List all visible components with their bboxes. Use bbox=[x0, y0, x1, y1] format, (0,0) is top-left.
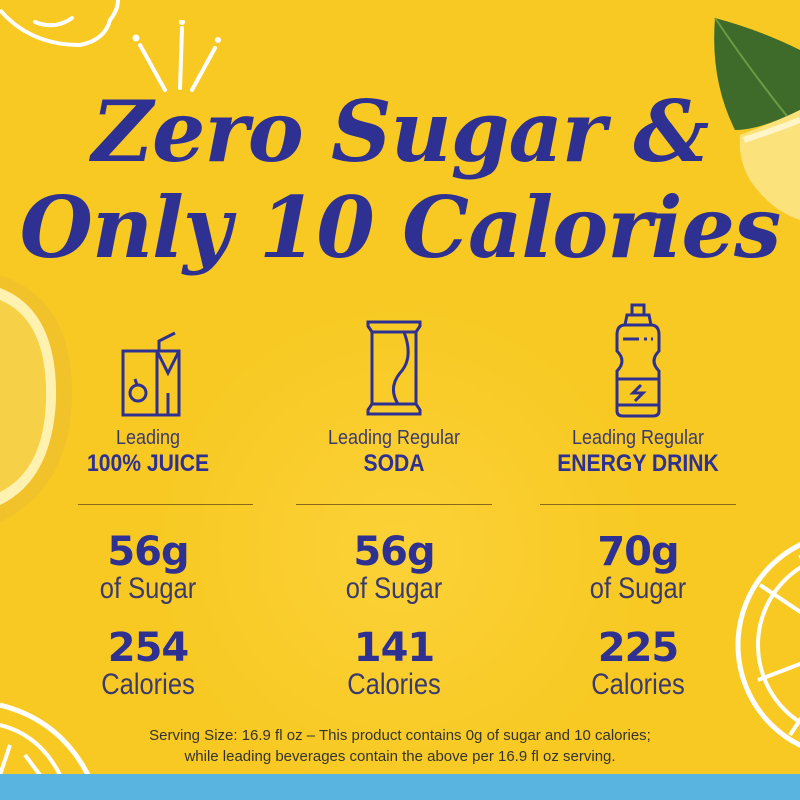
calorie-stat-soda: 141 Calories bbox=[274, 628, 514, 702]
calories-label: Calories bbox=[591, 668, 685, 701]
footnote-line-2: while leading beverages contain the abov… bbox=[184, 748, 616, 765]
sugar-value: 56g bbox=[353, 529, 435, 575]
comparison-lead: Leading bbox=[115, 427, 181, 449]
comparison-lead: Leading Regular bbox=[571, 427, 705, 449]
comparison-category: ENERGY DRINK bbox=[557, 450, 719, 477]
lemon-leaf-icon bbox=[714, 17, 800, 220]
background-glow bbox=[150, 300, 650, 800]
lemon-slice-outline-icon bbox=[735, 542, 800, 748]
footnote-line-1: Serving Size: 16.9 fl oz – This product … bbox=[149, 727, 651, 744]
sugar-stat-juice: 56g of Sugar bbox=[28, 532, 268, 606]
sugar-stat-energy-drink: 70g of Sugar bbox=[518, 532, 758, 606]
calories-value: 141 bbox=[353, 625, 436, 671]
serving-footnote: Serving Size: 16.9 fl oz – This product … bbox=[0, 725, 800, 767]
headline-line-1: Zero Sugar & bbox=[91, 82, 710, 181]
divider bbox=[540, 504, 736, 505]
calories-value: 225 bbox=[597, 625, 680, 671]
comparison-juice: Leading 100% JUICE bbox=[28, 318, 268, 478]
sugar-value: 70g bbox=[597, 529, 679, 575]
headline-line-2: Only 10 Calories bbox=[19, 178, 781, 277]
sugar-label: of Sugar bbox=[589, 572, 687, 605]
juice-box-icon bbox=[28, 318, 268, 418]
calories-label: Calories bbox=[101, 668, 195, 701]
sugar-value: 56g bbox=[107, 529, 189, 575]
lemon-slice-icon bbox=[0, 275, 73, 522]
sugar-label: of Sugar bbox=[99, 572, 197, 605]
soda-can-icon bbox=[274, 318, 514, 418]
lemon-outline-icon bbox=[0, 0, 120, 48]
calorie-stat-energy-drink: 225 Calories bbox=[518, 628, 758, 702]
comparison-category: 100% JUICE bbox=[86, 450, 210, 477]
comparison-soda: Leading Regular SODA bbox=[274, 318, 514, 478]
comparison-lead: Leading Regular bbox=[327, 427, 461, 449]
comparison-category: SODA bbox=[363, 450, 425, 477]
sugar-stat-soda: 56g of Sugar bbox=[274, 532, 514, 606]
calorie-stat-juice: 254 Calories bbox=[28, 628, 268, 702]
comparison-energy-drink: Leading Regular ENERGY DRINK bbox=[518, 303, 758, 478]
calories-label: Calories bbox=[347, 668, 441, 701]
divider bbox=[78, 504, 253, 505]
sports-bottle-icon bbox=[518, 303, 758, 418]
sugar-label: of Sugar bbox=[345, 572, 443, 605]
lemon-slice-outline-icon bbox=[0, 702, 90, 775]
calories-value: 254 bbox=[107, 625, 190, 671]
splash-icon bbox=[132, 20, 221, 92]
bottom-blue-strip bbox=[0, 774, 800, 800]
divider bbox=[296, 504, 492, 505]
